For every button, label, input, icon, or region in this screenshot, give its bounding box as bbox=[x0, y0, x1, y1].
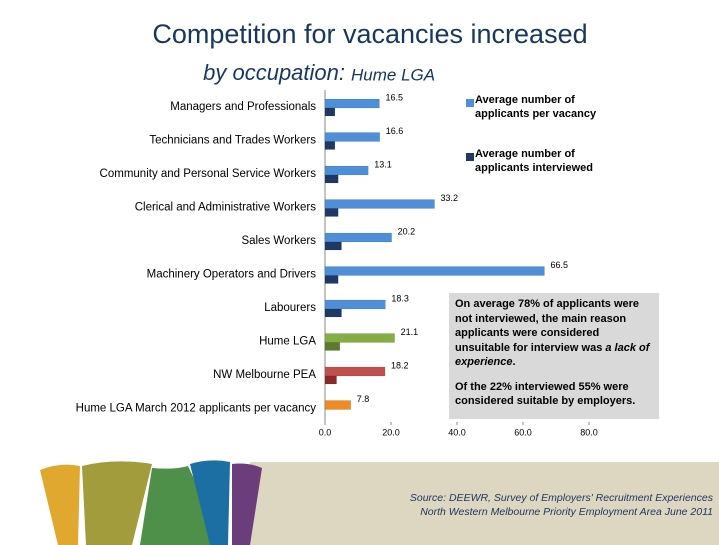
bar bbox=[324, 375, 337, 385]
chart-title: Competition for vacancies increased bbox=[152, 19, 587, 49]
bar bbox=[324, 165, 369, 176]
bar bbox=[324, 366, 386, 377]
data-label: 16.5 bbox=[385, 92, 403, 102]
data-label: 13.1 bbox=[374, 159, 392, 169]
y-tick-label: Hume LGA bbox=[259, 336, 316, 348]
y-tick-label: Machinery Operators and Drivers bbox=[147, 269, 317, 281]
deco bbox=[82, 461, 152, 545]
deco bbox=[40, 464, 80, 545]
data-label: 20.2 bbox=[398, 226, 416, 236]
legend-swatch bbox=[466, 99, 474, 107]
bar bbox=[324, 333, 395, 343]
data-label: 18.2 bbox=[391, 360, 409, 370]
x-tick-label: 80.0 bbox=[580, 427, 598, 437]
source-line: North Western Melbourne Priority Employm… bbox=[420, 506, 713, 518]
bar bbox=[324, 275, 339, 284]
data-label: 7.8 bbox=[357, 394, 370, 404]
x-tick-label: 20.0 bbox=[382, 427, 400, 437]
chart-subtitle-region: Hume LGA bbox=[351, 65, 435, 84]
bar bbox=[324, 98, 380, 109]
bar bbox=[324, 308, 342, 318]
bar bbox=[324, 132, 381, 142]
footer-band bbox=[250, 462, 719, 545]
bar bbox=[324, 400, 351, 410]
bar bbox=[324, 299, 386, 310]
legend-label: Average number of applicants per vacancy bbox=[475, 94, 597, 120]
text: a lack of experience bbox=[455, 341, 650, 369]
y-tick-label: Sales Workers bbox=[241, 235, 316, 247]
bar bbox=[324, 266, 545, 276]
annotation-paragraph: Of the 22% interviewed 55% were consider… bbox=[455, 380, 653, 409]
text: On average 78% of applicants were not in… bbox=[455, 298, 640, 354]
data-label: 16.6 bbox=[386, 126, 404, 136]
annotation: On average 78% of applicants were not in… bbox=[449, 293, 659, 419]
data-label: 66.5 bbox=[550, 260, 568, 270]
data-label: 33.2 bbox=[441, 193, 459, 203]
bar bbox=[324, 241, 342, 251]
chart-subtitle: by occupation: bbox=[203, 60, 345, 85]
bar bbox=[324, 174, 339, 184]
deco bbox=[140, 466, 225, 545]
bar bbox=[324, 232, 392, 243]
y-tick-label: NW Melbourne PEA bbox=[213, 369, 316, 381]
x-tick-label: 0.0 bbox=[319, 427, 332, 437]
source-line: Source: DEEWR, Survey of Employers' Recr… bbox=[409, 492, 713, 504]
annotation-paragraph: On average 78% of applicants were not in… bbox=[455, 297, 653, 370]
legend-swatch bbox=[466, 153, 474, 161]
y-tick-label: Clerical and Administrative Workers bbox=[135, 202, 317, 214]
bar bbox=[324, 107, 336, 117]
deco bbox=[190, 460, 230, 545]
deco bbox=[232, 463, 262, 545]
y-tick-label: Managers and Professionals bbox=[170, 101, 316, 113]
bar bbox=[324, 199, 435, 209]
text: . bbox=[512, 356, 516, 368]
y-tick-label: Community and Personal Service Workers bbox=[100, 168, 317, 180]
data-label: 18.3 bbox=[391, 293, 409, 303]
x-tick-label: 40.0 bbox=[448, 427, 466, 437]
bar bbox=[324, 208, 339, 217]
text: Of the 22% interviewed 55% were consider… bbox=[455, 380, 636, 408]
x-tick-label: 60.0 bbox=[514, 427, 532, 437]
legend-label: Average number of applicants interviewed bbox=[475, 148, 593, 174]
data-label: 21.1 bbox=[401, 327, 419, 337]
y-tick-label: Technicians and Trades Workers bbox=[149, 135, 316, 147]
y-tick-label: Hume LGA March 2012 applicants per vacan… bbox=[76, 403, 317, 415]
bar bbox=[324, 342, 341, 351]
bar bbox=[324, 141, 336, 150]
y-tick-label: Labourers bbox=[264, 302, 316, 314]
source: Source: DEEWR, Survey of Employers' Recr… bbox=[410, 491, 713, 519]
